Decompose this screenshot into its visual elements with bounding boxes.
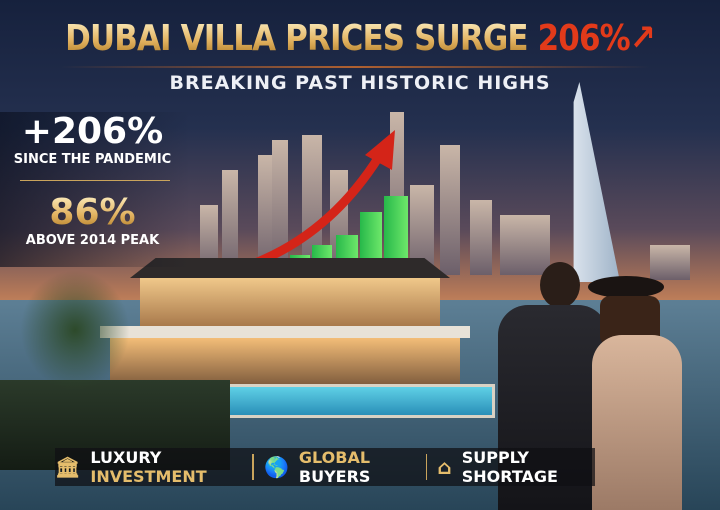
headline-percent: 206% [537,18,631,59]
building-icon: 🏛 [55,455,81,479]
stat-value: 86% [0,193,185,233]
woman-dress [592,335,682,510]
skyscraper [200,205,218,275]
stats-panel [0,112,190,267]
feature-word: INVESTMENT [90,467,207,486]
villa-roof [130,258,450,278]
separator [252,454,254,480]
swimming-pool [225,384,495,418]
globe-icon: 🌎 [263,455,289,479]
stat-pandemic: +206% SINCE THE PANDEMIC [0,111,185,168]
separator [425,454,428,480]
villa-balcony [100,326,470,338]
feature-supply-shortage: SUPPLY SHORTAGE [461,448,558,486]
skyscraper [440,145,460,275]
villa-upper-floor [140,278,440,326]
skyscraper [272,140,288,275]
feature-bar: 🏛 LUXURY INVESTMENT 🌎 GLOBAL BUYERS ⌂ SU… [55,448,595,486]
feature-word: GLOBAL [298,448,371,467]
stat-2014-peak: 86% ABOVE 2014 PEAK [0,193,185,249]
man-head [540,262,580,308]
up-arrow-icon: ↗ [629,18,656,59]
feature-luxury-investment: LUXURY INVESTMENT [90,448,242,486]
headline: DUBAI VILLA PRICES SURGE 206%↗ [50,18,669,59]
red-trend-arrow-icon [248,130,395,270]
stat-label: SINCE THE PANDEMIC [13,152,172,167]
feature-global-buyers: GLOBAL BUYERS [299,448,416,486]
stat-value: +206% [21,111,164,152]
woman-hat [588,276,664,298]
feature-word: BUYERS [298,467,371,486]
skyscraper [470,200,492,275]
skyscraper [222,170,238,275]
palm-trees [20,270,130,390]
feature-word: LUXURY [90,448,162,467]
villa-ground-floor [110,338,460,386]
headline-main: DUBAI VILLA PRICES SURGE [65,18,528,59]
stat-label: ABOVE 2014 PEAK [25,233,160,248]
skyscraper [650,245,690,280]
divider [60,66,650,68]
house-icon: ⌂ [437,455,452,479]
stat-divider [20,180,170,181]
skyscraper [500,215,550,275]
subtitle: BREAKING PAST HISTORIC HIGHS [169,72,551,94]
burj-al-arab [573,82,620,282]
